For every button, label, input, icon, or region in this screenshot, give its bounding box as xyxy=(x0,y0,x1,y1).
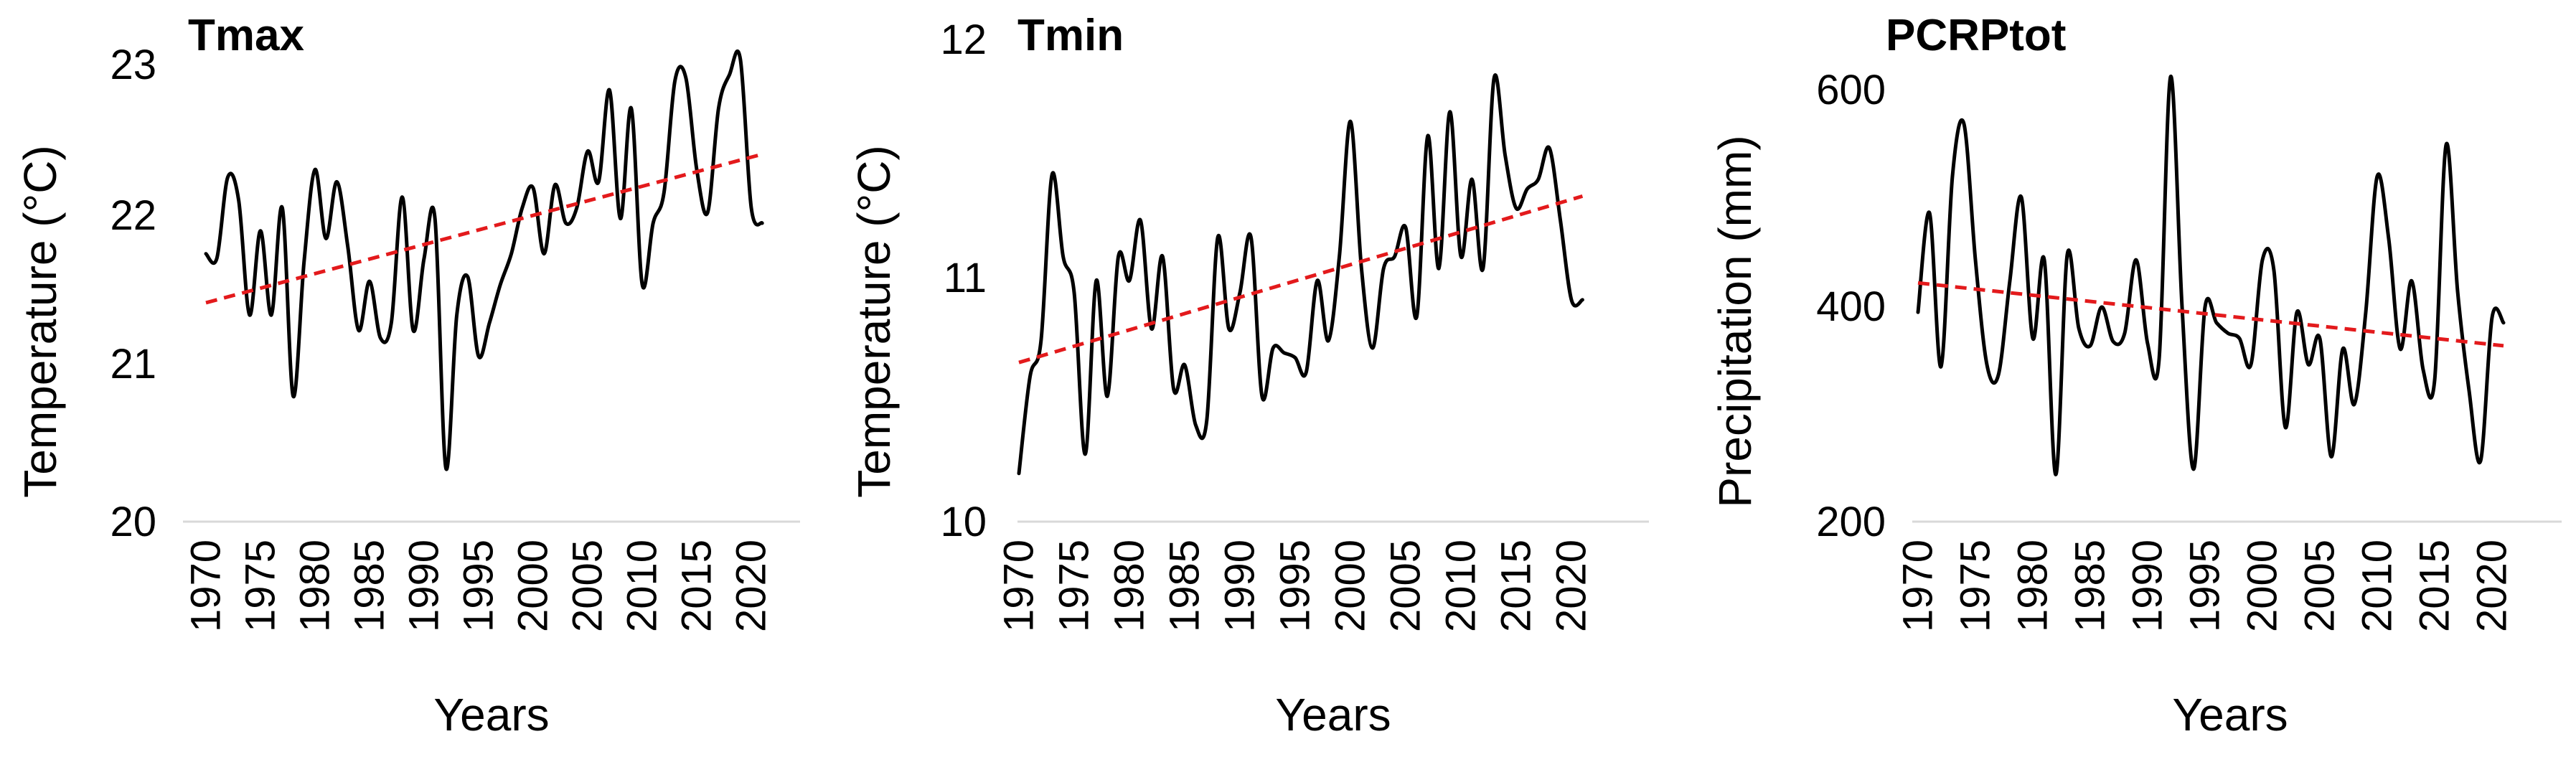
y-tick-label: 12 xyxy=(940,17,987,63)
x-tick-label: 1975 xyxy=(1051,540,1098,632)
x-tick-labels-tmax: 1970 1975 1980 1985 1990 1995 2000 2005 … xyxy=(183,540,775,632)
x-axis-label-tmin: Years xyxy=(1275,689,1391,740)
panel-title-pcrptot: PCRPtot xyxy=(1886,11,2066,60)
x-tick-label: 2010 xyxy=(619,540,666,632)
x-tick-label: 1995 xyxy=(2182,540,2229,632)
panel-tmin: Tmin Temperature (°C) Years 10 11 12 197… xyxy=(848,11,1649,740)
y-tick-label: 600 xyxy=(1816,67,1886,113)
trend-line-pcrptot xyxy=(1917,281,2504,348)
y-tick-label: 23 xyxy=(110,42,156,88)
y-tick-label: 200 xyxy=(1816,499,1886,545)
x-tick-label: 2005 xyxy=(2297,540,2344,632)
y-tick-label: 400 xyxy=(1816,283,1886,330)
x-tick-label: 1980 xyxy=(1106,540,1153,632)
x-tick-label: 1970 xyxy=(996,540,1043,632)
y-axis-label-tmin: Temperature (°C) xyxy=(848,145,900,498)
x-tick-labels-pcrptot: 1970 1975 1980 1985 1990 1995 2000 2005 … xyxy=(1895,540,2516,632)
x-tick-label: 1975 xyxy=(238,540,284,632)
x-tick-label: 1970 xyxy=(183,540,230,632)
x-tick-label: 1985 xyxy=(347,540,393,632)
y-tick-label: 20 xyxy=(110,499,156,545)
x-tick-label: 2000 xyxy=(2239,540,2286,632)
x-axis-label-tmax: Years xyxy=(433,689,549,740)
x-tick-label: 1995 xyxy=(456,540,502,632)
x-tick-label: 2020 xyxy=(728,540,775,632)
panel-tmax: Tmax Temperature (°C) Years 20 21 22 23 … xyxy=(14,11,800,740)
x-tick-label: 1975 xyxy=(1952,540,1999,632)
observed-series-line-tmin xyxy=(1017,73,1584,476)
y-tick-label: 11 xyxy=(944,255,987,301)
trend-line-tmax xyxy=(205,152,763,305)
x-tick-label: 2005 xyxy=(1383,540,1429,632)
x-tick-label: 1990 xyxy=(1217,540,1264,632)
y-axis-label-tmax: Temperature (°C) xyxy=(14,145,66,498)
y-tick-labels-tmin: 10 11 12 xyxy=(940,17,987,545)
x-tick-label: 2010 xyxy=(1438,540,1485,632)
x-tick-label: 2015 xyxy=(1493,540,1540,632)
x-tick-label: 1995 xyxy=(1272,540,1319,632)
x-tick-label: 2020 xyxy=(1548,540,1595,632)
x-tick-label: 1980 xyxy=(292,540,339,632)
y-tick-label: 10 xyxy=(940,499,987,545)
x-tick-label: 1990 xyxy=(401,540,448,632)
x-axis-label-pcrptot: Years xyxy=(2172,689,2288,740)
trend-line-tmin xyxy=(1018,194,1584,364)
x-tick-label: 1990 xyxy=(2125,540,2171,632)
x-tick-label: 1985 xyxy=(1162,540,1208,632)
x-tick-label: 2010 xyxy=(2354,540,2401,632)
x-tick-label: 1980 xyxy=(2010,540,2056,632)
observed-series-line-tmax xyxy=(204,50,764,471)
panel-title-tmax: Tmax xyxy=(188,11,304,60)
y-tick-labels-tmax: 20 21 22 23 xyxy=(110,42,156,545)
x-tick-labels-tmin: 1970 1975 1980 1985 1990 1995 2000 2005 … xyxy=(996,540,1595,632)
x-tick-label: 2015 xyxy=(674,540,720,632)
observed-series-line-pcrptot xyxy=(1916,75,2506,476)
x-tick-label: 1985 xyxy=(2067,540,2114,632)
x-tick-label: 2020 xyxy=(2469,540,2516,632)
x-tick-label: 2000 xyxy=(510,540,557,632)
panel-title-tmin: Tmin xyxy=(1017,11,1124,60)
y-tick-labels-pcrptot: 200 400 600 xyxy=(1816,67,1886,545)
y-tick-label: 21 xyxy=(110,341,156,387)
y-tick-label: 22 xyxy=(110,192,156,239)
x-tick-label: 1970 xyxy=(1895,540,1942,632)
x-tick-label: 2005 xyxy=(565,540,611,632)
x-tick-label: 2015 xyxy=(2412,540,2458,632)
panel-pcrptot: PCRPtot Precipitation (mm) Years 200 400… xyxy=(1709,11,2562,740)
y-axis-label-pcrptot: Precipitation (mm) xyxy=(1709,135,1761,507)
x-tick-label: 2000 xyxy=(1327,540,1374,632)
